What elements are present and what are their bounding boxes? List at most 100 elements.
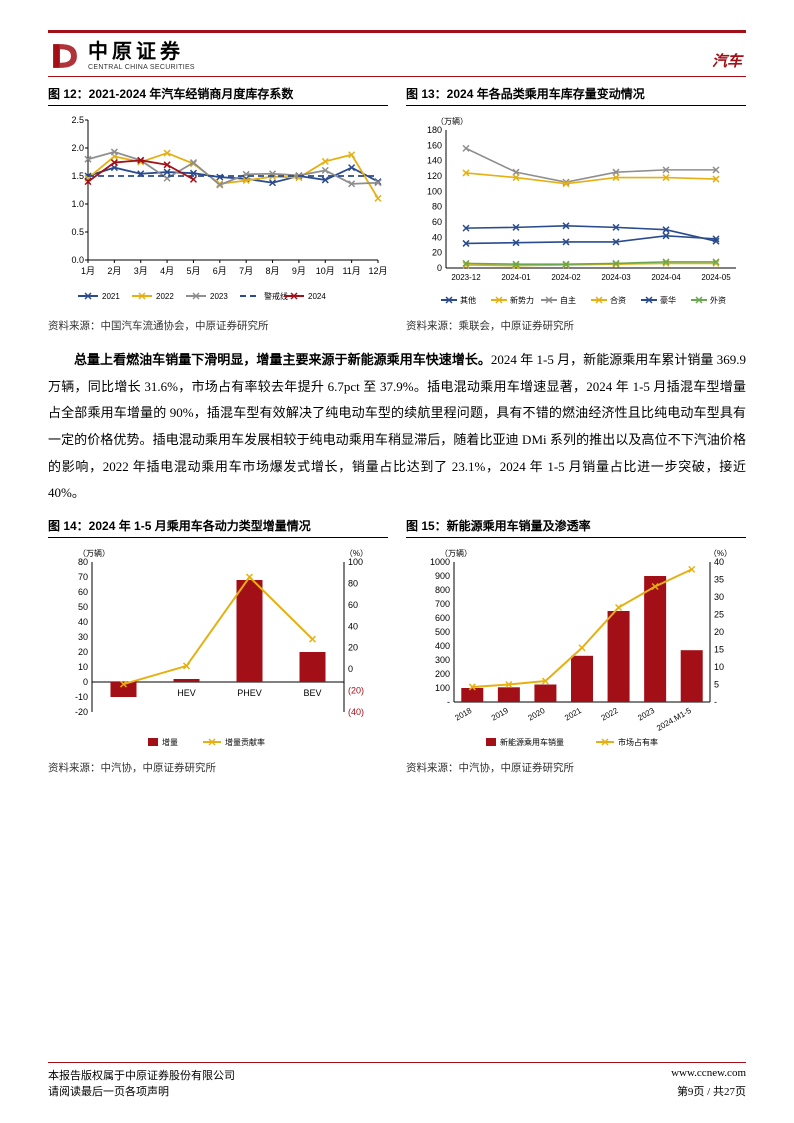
svg-text:15: 15 (714, 644, 724, 654)
svg-text:70: 70 (78, 572, 88, 582)
footer-url: www.ccnew.com (671, 1067, 746, 1083)
svg-text:2022: 2022 (156, 292, 174, 301)
svg-text:80: 80 (348, 578, 358, 588)
svg-text:0: 0 (437, 263, 442, 273)
svg-text:1月: 1月 (81, 266, 95, 276)
svg-text:外资: 外资 (710, 295, 726, 305)
body-paragraph: 总量上看燃油车销量下滑明显，增量主要来源于新能源乘用车快速增长。2024 年 1… (48, 347, 746, 507)
svg-text:60: 60 (78, 587, 88, 597)
svg-text:0.0: 0.0 (71, 255, 84, 265)
svg-text:1.0: 1.0 (71, 199, 84, 209)
page-footer: 本报告版权属于中原证券股份有限公司 www.ccnew.com 请阅读最后一页各… (48, 1062, 746, 1099)
svg-text:100: 100 (427, 186, 442, 196)
svg-text:2024-04: 2024-04 (651, 273, 681, 282)
svg-text:12月: 12月 (368, 266, 387, 276)
svg-text:10: 10 (78, 662, 88, 672)
svg-text:30: 30 (78, 632, 88, 642)
svg-text:2024.M1-5: 2024.M1-5 (655, 706, 693, 733)
chart15-source: 资料来源：中汽协，中原证券研究所 (406, 760, 746, 775)
svg-text:(40): (40) (348, 707, 364, 717)
svg-text:20: 20 (714, 627, 724, 637)
svg-text:2.5: 2.5 (71, 115, 84, 125)
chart15: （万辆）（%）-1002003004005006007008009001000-… (406, 542, 746, 752)
svg-text:HEV: HEV (177, 688, 196, 698)
svg-text:900: 900 (435, 571, 450, 581)
svg-text:(20): (20) (348, 685, 364, 695)
svg-text:增量贡献率: 增量贡献率 (225, 737, 265, 747)
svg-text:-: - (447, 697, 450, 707)
svg-text:2021: 2021 (563, 706, 583, 723)
chart14-source: 资料来源：中汽协，中原证券研究所 (48, 760, 388, 775)
svg-text:3月: 3月 (134, 266, 148, 276)
svg-text:800: 800 (435, 585, 450, 595)
svg-text:豪华: 豪华 (660, 295, 676, 305)
svg-text:2024-01: 2024-01 (501, 273, 531, 282)
svg-text:80: 80 (432, 202, 442, 212)
svg-text:40: 40 (348, 621, 358, 631)
category-label: 汽车 (712, 50, 746, 73)
svg-text:100: 100 (435, 683, 450, 693)
svg-text:10月: 10月 (316, 266, 335, 276)
svg-text:-: - (714, 697, 717, 707)
svg-text:50: 50 (78, 602, 88, 612)
svg-text:11月: 11月 (342, 266, 360, 276)
svg-text:2022: 2022 (600, 706, 620, 723)
svg-text:35: 35 (714, 574, 724, 584)
svg-text:10: 10 (714, 662, 724, 672)
svg-text:2020: 2020 (527, 706, 547, 723)
svg-text:5月: 5月 (186, 266, 200, 276)
chart12: 0.00.51.01.52.02.51月2月3月4月5月6月7月8月9月10月1… (48, 110, 388, 310)
chart13-source: 资料来源：乘联会，中原证券研究所 (406, 318, 746, 333)
svg-text:0: 0 (83, 677, 88, 687)
svg-text:2024: 2024 (308, 292, 326, 301)
svg-text:700: 700 (435, 599, 450, 609)
svg-text:120: 120 (427, 171, 442, 181)
chart14: （万辆）（%）-20-1001020304050607080(40)(20)02… (48, 542, 388, 752)
chart15-title: 图 15：新能源乘用车销量及渗透率 (406, 517, 746, 538)
chart14-title: 图 14：2024 年 1-5 月乘用车各动力类型增量情况 (48, 517, 388, 538)
svg-text:60: 60 (432, 217, 442, 227)
page-header: 中原证券 CENTRAL CHINA SECURITIES 汽车 (48, 30, 746, 73)
svg-text:25: 25 (714, 609, 724, 619)
svg-text:增量: 增量 (162, 737, 178, 747)
svg-text:1.5: 1.5 (71, 171, 84, 181)
svg-text:8月: 8月 (266, 266, 280, 276)
svg-text:1000: 1000 (430, 557, 450, 567)
svg-text:20: 20 (78, 647, 88, 657)
svg-text:500: 500 (435, 627, 450, 637)
svg-text:600: 600 (435, 613, 450, 623)
svg-text:其他: 其他 (460, 295, 476, 305)
svg-text:-10: -10 (75, 692, 88, 702)
svg-text:PHEV: PHEV (237, 688, 262, 698)
svg-text:400: 400 (435, 641, 450, 651)
chart13-title: 图 13：2024 年各品类乘用车库存量变动情况 (406, 85, 746, 106)
svg-text:60: 60 (348, 600, 358, 610)
svg-text:20: 20 (348, 643, 358, 653)
svg-text:2024-05: 2024-05 (701, 273, 731, 282)
svg-text:2024-02: 2024-02 (551, 273, 581, 282)
svg-text:140: 140 (427, 156, 442, 166)
logo: 中原证券 CENTRAL CHINA SECURITIES (48, 39, 195, 73)
svg-text:20: 20 (432, 248, 442, 258)
svg-text:自主: 自主 (560, 295, 576, 305)
svg-text:2023: 2023 (636, 706, 656, 723)
svg-text:7月: 7月 (239, 266, 253, 276)
svg-text:0: 0 (348, 664, 353, 674)
svg-text:40: 40 (714, 557, 724, 567)
svg-text:2019: 2019 (490, 706, 510, 723)
svg-text:0.5: 0.5 (71, 227, 84, 237)
svg-text:5: 5 (714, 679, 719, 689)
svg-text:-20: -20 (75, 707, 88, 717)
chart12-title: 图 12：2021-2024 年汽车经销商月度库存系数 (48, 85, 388, 106)
svg-text:30: 30 (714, 592, 724, 602)
logo-text-en: CENTRAL CHINA SECURITIES (88, 64, 195, 71)
svg-text:合资: 合资 (610, 295, 626, 305)
svg-text:9月: 9月 (292, 266, 306, 276)
svg-text:2月: 2月 (107, 266, 121, 276)
logo-text-cn: 中原证券 (88, 42, 195, 62)
svg-text:100: 100 (348, 557, 363, 567)
footer-copyright: 本报告版权属于中原证券股份有限公司 (48, 1067, 235, 1083)
chart13: （万辆）0204060801001201401601802023-122024-… (406, 110, 746, 310)
svg-text:200: 200 (435, 669, 450, 679)
svg-text:180: 180 (427, 125, 442, 135)
